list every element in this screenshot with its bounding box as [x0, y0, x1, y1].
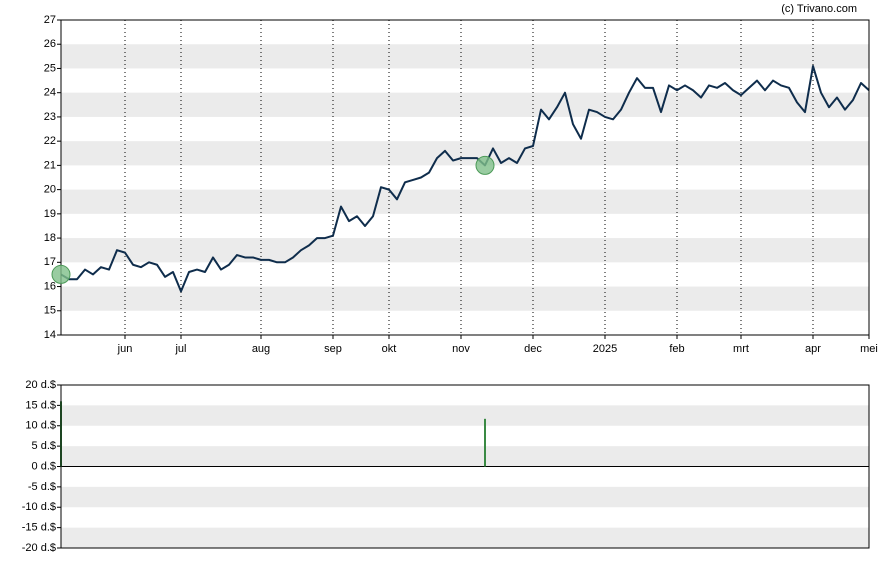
y-tick-label: 21 — [44, 159, 56, 171]
x-tick-label: mrt — [733, 343, 749, 355]
y-tick-label: 16 — [44, 280, 56, 292]
grid-band — [61, 44, 869, 69]
x-tick-label: okt — [382, 343, 397, 355]
x-tick-label: nov — [452, 343, 470, 355]
x-tick-label: mei — [860, 343, 878, 355]
price-line — [60, 65, 870, 293]
dividend-marker — [475, 155, 495, 175]
x-tick-label: dec — [524, 343, 542, 355]
y-tick-label: 0 d.$ — [32, 460, 56, 472]
grid-band — [61, 189, 869, 214]
y-tick-label: 25 — [44, 62, 56, 74]
x-tick-label: sep — [324, 343, 342, 355]
y-tick-label: 14 — [44, 329, 56, 341]
plot-frame — [60, 19, 870, 336]
x-tick-label: apr — [805, 343, 821, 355]
x-tick-label: aug — [252, 343, 270, 355]
grid-band — [61, 405, 869, 426]
y-tick-label: 24 — [44, 87, 56, 99]
x-tick-label: jun — [117, 343, 133, 355]
grid-band — [61, 286, 869, 311]
y-tick-label: -15 d.$ — [22, 522, 56, 534]
y-tick-label: 15 — [44, 305, 56, 317]
credit: (c) Trivano.com — [781, 3, 857, 15]
grid-band — [61, 486, 869, 508]
y-tick-label: 20 — [44, 184, 56, 196]
plot-frame — [60, 384, 870, 549]
y-tick-label: 17 — [44, 256, 56, 268]
y-tick-label: 20 d.$ — [25, 379, 56, 391]
grid-band — [61, 141, 869, 166]
y-tick-label: 10 d.$ — [25, 420, 56, 432]
grid-band — [61, 238, 869, 263]
y-tick-label: 27 — [44, 14, 56, 26]
grid-band — [61, 527, 869, 548]
grid-band — [61, 446, 869, 467]
y-tick-label: 15 d.$ — [25, 399, 56, 411]
y-tick-label: 19 — [44, 208, 56, 220]
x-tick-label: jul — [174, 343, 186, 355]
y-tick-label: -10 d.$ — [22, 501, 56, 513]
y-tick-label: 23 — [44, 111, 56, 123]
y-tick-label: 22 — [44, 135, 56, 147]
x-tick-label: feb — [669, 343, 684, 355]
grid-band — [61, 92, 869, 117]
y-tick-label: 18 — [44, 232, 56, 244]
y-tick-label: -20 d.$ — [22, 542, 56, 554]
y-tick-label: 26 — [44, 38, 56, 50]
dividend-marker — [51, 264, 71, 284]
y-tick-label: -5 d.$ — [28, 481, 56, 493]
x-tick-label: 2025 — [593, 343, 617, 355]
dividend-bar — [484, 418, 486, 467]
y-tick-label: 5 d.$ — [32, 440, 56, 452]
